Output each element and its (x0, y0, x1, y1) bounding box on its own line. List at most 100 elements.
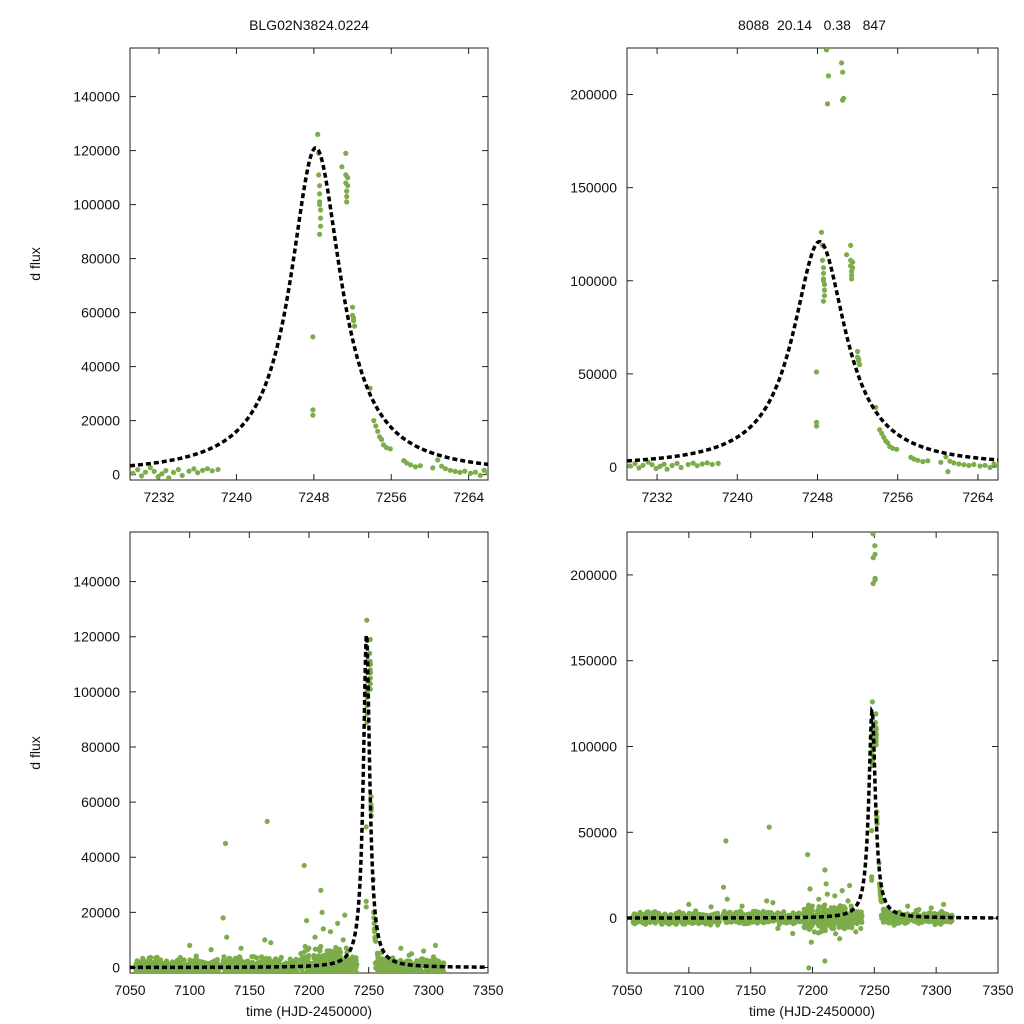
data-point (232, 956, 238, 962)
panel-bottom-right: time (HJD-2450000) 7050 7100 7150 7200 7250 7… (570, 531, 1014, 1019)
data-point (336, 978, 341, 983)
data-point (344, 199, 350, 205)
data-point (341, 980, 346, 985)
data-point (744, 920, 750, 927)
data-point (367, 419, 372, 424)
data-point (674, 921, 680, 927)
data-point (353, 955, 359, 961)
data-point (844, 252, 850, 258)
data-point (961, 462, 967, 468)
data-point (151, 468, 157, 474)
data-point (327, 982, 332, 987)
data-point (437, 960, 443, 966)
data-point (330, 954, 336, 960)
y-tick-label: 40000 (81, 359, 120, 375)
data-point (344, 974, 349, 979)
data-point (339, 976, 344, 981)
data-point (885, 919, 891, 926)
data-point (159, 471, 165, 477)
data-point (822, 902, 828, 908)
data-point (343, 150, 349, 156)
data-point (704, 460, 710, 466)
data-point (850, 259, 856, 265)
data-point (318, 207, 324, 213)
data-point (911, 456, 917, 462)
data-point (894, 446, 900, 452)
x-tick-label: 7250 (353, 982, 384, 998)
data-point (163, 468, 169, 474)
data-point (664, 466, 670, 472)
y-tick-label: 0 (112, 467, 120, 483)
data-point (301, 949, 307, 955)
data-point (338, 975, 343, 980)
data-point (790, 930, 796, 937)
data-point (170, 469, 177, 475)
x-tick-label: 7050 (611, 982, 642, 998)
data-point (274, 968, 280, 973)
data-point (299, 970, 305, 973)
data-point (828, 919, 834, 925)
y-tick-label: 140000 (73, 89, 120, 105)
data-point (394, 964, 400, 971)
x-tick-label: 7150 (234, 982, 265, 998)
y-tick-label: 100000 (73, 197, 120, 213)
header-right-label: 8088 20.14 0.38 847 (738, 17, 886, 33)
data-point (839, 916, 845, 923)
data-point (678, 464, 684, 471)
data-point (343, 945, 349, 951)
data-point (318, 223, 324, 229)
data-point (848, 903, 854, 909)
data-point (396, 973, 401, 978)
data-point (991, 461, 997, 467)
data-point (805, 852, 811, 858)
y-tick-label: 100000 (570, 738, 617, 754)
data-point (364, 617, 370, 623)
data-point (367, 422, 372, 427)
data-point (674, 460, 680, 466)
data-point (632, 461, 638, 467)
data-point (943, 454, 949, 460)
data-point (154, 954, 160, 960)
data-point (326, 978, 331, 983)
plot-frame (129, 531, 489, 974)
data-point (177, 955, 183, 962)
data-point (853, 929, 859, 935)
data-point (240, 974, 245, 979)
data-point (820, 298, 827, 304)
data-point (661, 461, 667, 467)
data-point (462, 468, 468, 474)
data-point (477, 472, 483, 478)
data-point (715, 460, 721, 466)
data-point (191, 957, 197, 963)
data-point (879, 899, 885, 905)
data-point (161, 974, 166, 979)
x-tick-label: 7264 (453, 489, 484, 505)
data-point (822, 958, 828, 964)
data-point (365, 348, 370, 353)
data-point (317, 956, 323, 962)
data-point (811, 929, 818, 935)
data-point (432, 957, 438, 963)
data-point (179, 472, 185, 478)
data-point (367, 636, 373, 643)
data-point (982, 462, 988, 468)
data-point (708, 904, 714, 910)
data-point (210, 961, 216, 967)
data-point (468, 470, 474, 476)
data-point (304, 918, 310, 924)
x-tick-label: 7248 (298, 489, 329, 505)
data-point (208, 947, 214, 953)
data-point (328, 974, 333, 979)
data-point (839, 60, 845, 66)
data-point (187, 942, 193, 949)
data-point (435, 457, 441, 463)
data-point (951, 460, 957, 466)
data-point (311, 973, 316, 978)
data-point (318, 968, 324, 973)
data-point (322, 975, 327, 980)
data-point (956, 461, 962, 467)
data-point (409, 972, 413, 973)
data-point (441, 960, 447, 967)
data-point (224, 958, 230, 964)
data-point (379, 971, 384, 973)
